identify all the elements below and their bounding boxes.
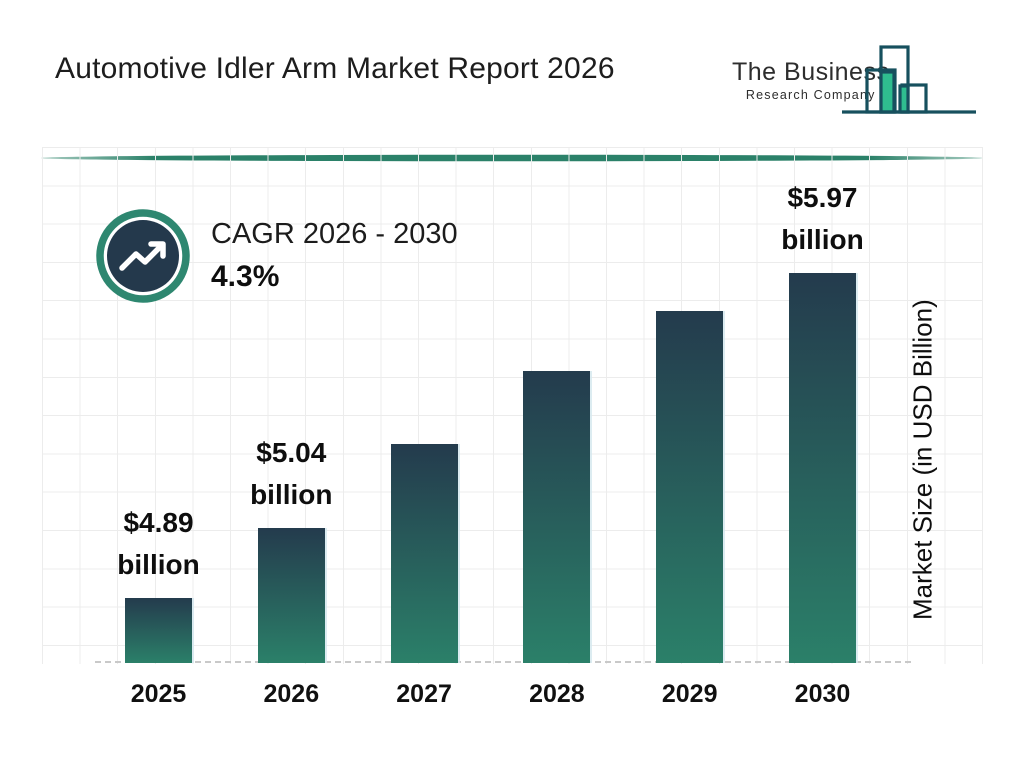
bar-2029 — [656, 311, 724, 663]
logo-company-subtitle: Research Company — [745, 88, 876, 102]
bar-column — [523, 371, 591, 663]
x-axis-label: 2028 — [529, 680, 585, 708]
company-logo: The Business Research Company — [728, 38, 988, 124]
x-axis-labels: 2025 2026 2027 2028 2029 2030 — [125, 680, 856, 709]
cagr-value: 4.3% — [211, 260, 280, 293]
logo-company-name: The Business — [732, 58, 890, 86]
cagr-badge: CAGR 2026 - 2030 4.3% — [95, 208, 458, 304]
bar-column — [257, 528, 325, 663]
bar-column — [788, 273, 856, 663]
chart-baseline — [95, 661, 911, 663]
bar-2027 — [390, 444, 458, 663]
trending-up-icon — [96, 209, 190, 303]
x-axis-label: 2026 — [263, 680, 320, 708]
bar-2028 — [523, 371, 591, 663]
cagr-label: CAGR 2026 - 2030 — [211, 218, 458, 250]
bar-2026: $5.04 billion — [250, 437, 333, 663]
x-axis-label: 2030 — [794, 680, 851, 708]
bar-2030: $5.97 billion — [781, 182, 864, 663]
cagr-text-block: CAGR 2026 - 2030 4.3% — [211, 218, 458, 294]
bar-column — [656, 311, 724, 663]
bar-series: $4.89 billion $5.04 billion $5.97 billion — [117, 182, 864, 663]
bar-column — [390, 444, 458, 663]
bar-value-label: $4.89 billion — [117, 507, 200, 580]
bar-2025: $4.89 billion — [117, 507, 200, 663]
x-axis-label: 2025 — [130, 680, 187, 708]
logo-text: The Business Research Company — [732, 58, 889, 102]
x-axis-label: 2029 — [661, 680, 718, 708]
page-title: Automotive Idler Arm Market Report 2026 — [55, 52, 615, 85]
x-axis-label: 2027 — [396, 680, 452, 708]
bar-chart-logo-icon — [842, 45, 976, 114]
bar-value-label: $5.04 billion — [250, 437, 333, 510]
y-axis-title: Market Size (in USD Billion) — [907, 299, 938, 621]
bar-value-label: $5.97 billion — [781, 182, 864, 255]
bar-column — [125, 598, 192, 663]
